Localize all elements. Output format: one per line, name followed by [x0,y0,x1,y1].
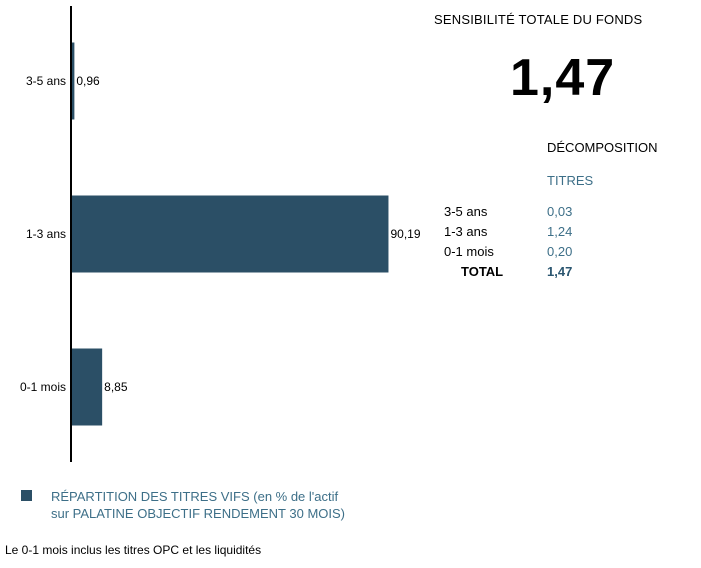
breakdown-total-row: TOTAL 1,47 [440,262,640,282]
breakdown-row: 0-1 mois 0,20 [440,242,640,262]
value-label: 0,96 [76,74,100,88]
breakdown-label: 3-5 ans [444,204,488,219]
category-label: 0-1 mois [20,380,66,394]
footnote: Le 0-1 mois inclus les titres OPC et les… [5,543,262,557]
breakdown-row: 3-5 ans 0,03 [440,202,640,222]
category-label: 1-3 ans [26,227,66,241]
value-label: 8,85 [104,380,128,394]
total-label: TOTAL [461,264,504,279]
breakdown-table: 3-5 ans 0,03 1-3 ans 1,24 0-1 mois 0,20 … [440,202,640,282]
bar-1 [71,42,75,120]
decomposition-title: DÉCOMPOSITION [547,140,658,155]
value-label: 90,19 [390,227,420,241]
panel-title: SENSIBILITÉ TOTALE DU FONDS [434,12,643,27]
legend-text: RÉPARTITION DES TITRES VIFS (en % de l'a… [51,489,345,521]
breakdown-label: 0-1 mois [444,244,494,259]
legend-swatch [21,490,32,501]
breakdown-value: 0,20 [547,244,573,259]
total-sensitivity-value: 1,47 [510,49,616,107]
total-value: 1,47 [547,264,573,279]
bar-chart: 3-5 ans 0,96 1-3 ans 90,19 0-1 mois 8,85 [20,6,421,462]
breakdown-label: 1-3 ans [444,224,488,239]
category-label: 3-5 ans [26,74,66,88]
bar-2 [71,195,389,273]
breakdown-value: 1,24 [547,224,573,239]
titres-column-header: TITRES [547,173,594,188]
breakdown-value: 0,03 [547,204,573,219]
bar-3 [71,348,103,426]
breakdown-row: 1-3 ans 1,24 [440,222,640,242]
